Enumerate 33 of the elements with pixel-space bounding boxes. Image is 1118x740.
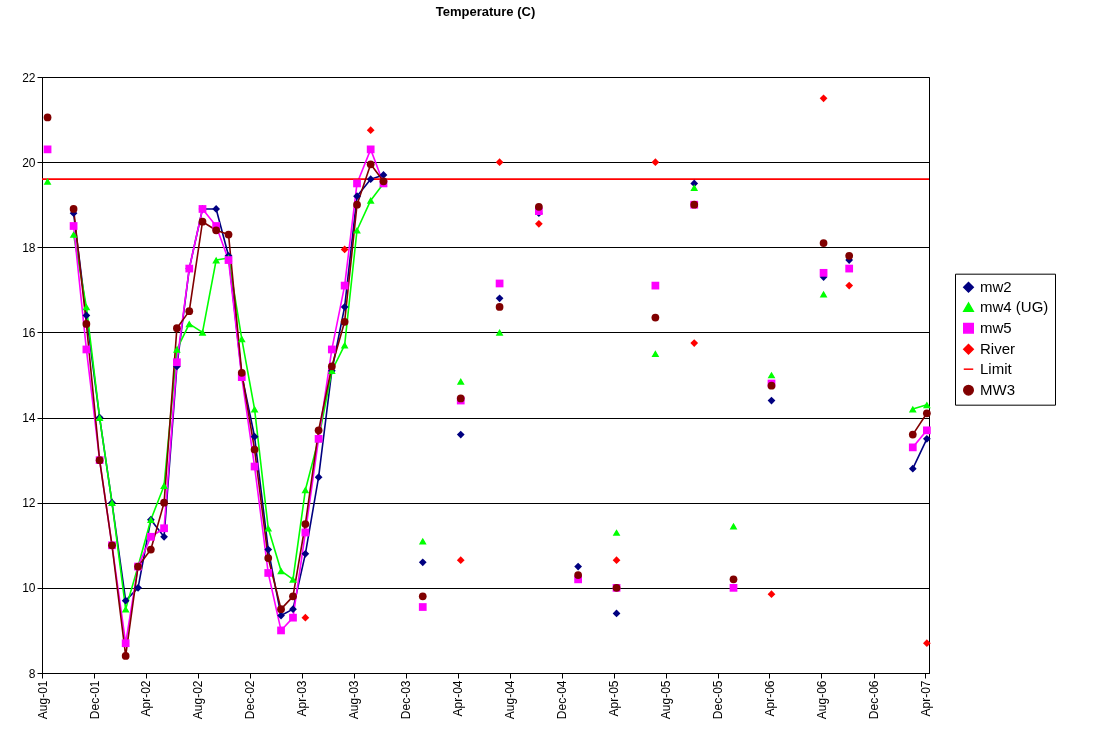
y-tick-label: 12 xyxy=(22,496,36,511)
x-tick-label: Dec-02 xyxy=(243,680,258,720)
x-tick-label: Dec-04 xyxy=(555,680,570,720)
legend-label: River xyxy=(980,340,1016,358)
y-tick-label: 20 xyxy=(22,155,36,170)
x-tick-label: Apr-07 xyxy=(918,680,933,717)
legend-label: MW3 xyxy=(980,381,1015,399)
x-tick-label: Dec-01 xyxy=(87,680,102,720)
x-tick-label: Aug-02 xyxy=(191,680,206,720)
x-tick-label: Apr-04 xyxy=(451,680,466,717)
chart-title: Temperature (C) xyxy=(435,4,536,19)
x-tick-label: Aug-01 xyxy=(35,680,50,720)
x-tick-label: Dec-03 xyxy=(399,680,414,720)
x-tick-label: Apr-02 xyxy=(139,680,154,717)
y-tick-label: 14 xyxy=(22,411,36,426)
x-tick-label: Apr-05 xyxy=(607,680,622,717)
y-tick-label: 18 xyxy=(22,240,36,255)
x-tick-label: Aug-03 xyxy=(347,680,362,720)
legend-label: mw4 (UG) xyxy=(980,298,1049,316)
x-tick-label: Apr-03 xyxy=(295,680,310,717)
x-tick-label: Dec-06 xyxy=(867,680,882,720)
legend-label: Limit xyxy=(980,360,1013,378)
x-tick-label: Aug-06 xyxy=(814,680,829,720)
y-tick-label: 10 xyxy=(22,581,36,596)
legend-label: mw2 xyxy=(980,278,1012,296)
y-tick-label: 8 xyxy=(28,666,36,681)
x-tick-label: Apr-06 xyxy=(762,680,777,717)
y-tick-label: 22 xyxy=(22,70,36,85)
legend-label: mw5 xyxy=(980,319,1012,337)
x-tick-label: Dec-05 xyxy=(711,680,726,720)
y-tick-label: 16 xyxy=(22,325,36,340)
x-tick-label: Aug-04 xyxy=(503,680,518,720)
x-tick-label: Aug-05 xyxy=(659,680,674,720)
